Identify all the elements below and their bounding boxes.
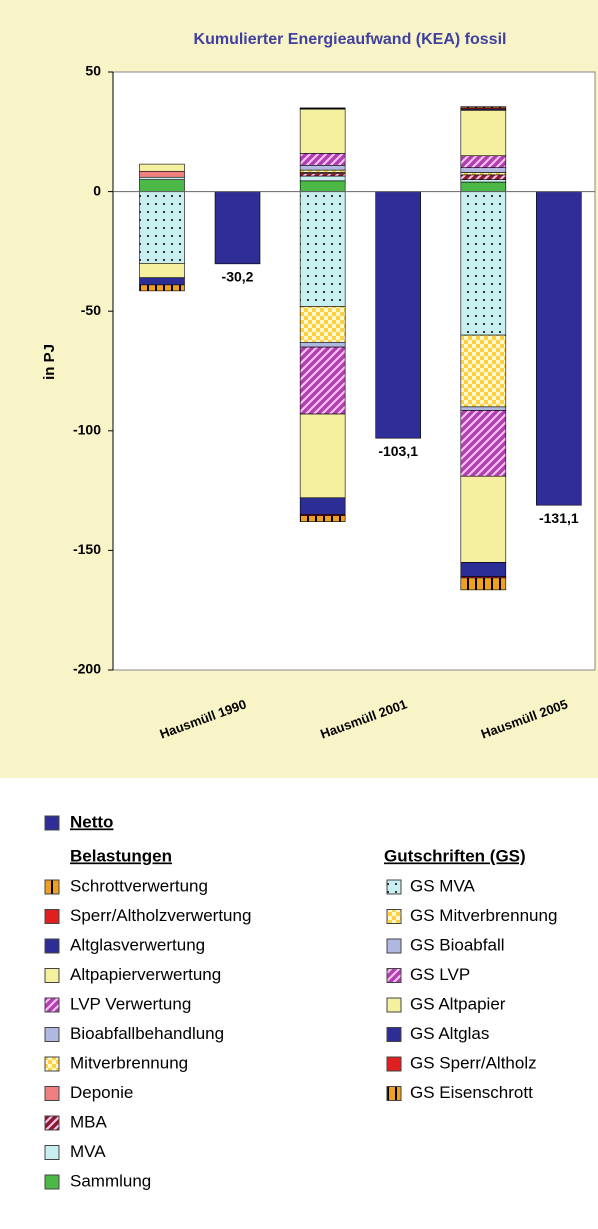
netto-value-label: -131,1	[539, 510, 579, 526]
bar-segment	[299, 306, 346, 343]
legend-label: GS Altpapier	[410, 994, 506, 1013]
bar-segment	[460, 181, 507, 192]
legend-swatch	[386, 909, 402, 924]
legend-label: LVP Verwertung	[70, 994, 191, 1013]
legend-swatch	[44, 997, 60, 1013]
legend-swatch	[44, 879, 60, 895]
chart-title: Kumulierter Energieaufwand (KEA) fossil	[194, 31, 507, 48]
bar-segment	[460, 106, 507, 109]
bar-segment	[299, 180, 346, 192]
legend-swatch	[44, 1174, 60, 1190]
legend-label: GS Bioabfall	[410, 935, 505, 954]
legend-label: Sammlung	[70, 1171, 151, 1190]
bar-segment	[460, 174, 507, 180]
legend-label: Schrottverwertung	[70, 876, 208, 895]
legend-label: Deponie	[70, 1083, 133, 1102]
y-tick-label: -100	[73, 422, 101, 438]
legend-label: MVA	[70, 1142, 106, 1161]
bar-segment	[139, 176, 185, 180]
legend-header: Belastungen	[70, 846, 172, 865]
netto-bar	[214, 191, 261, 265]
legend-swatch	[386, 938, 402, 954]
legend-swatch	[44, 1145, 60, 1160]
bar-segment	[299, 169, 346, 173]
legend-label: Altpapierverwertung	[70, 965, 221, 984]
y-tick-label: -50	[81, 302, 101, 318]
bar-segment	[460, 410, 507, 477]
bar-segment	[460, 577, 507, 591]
bar-segment	[460, 475, 507, 563]
plot-area	[112, 71, 596, 671]
legend-label: GS Mitverbrennung	[410, 906, 557, 925]
legend-swatch	[44, 909, 60, 924]
y-tick-label: -150	[73, 541, 101, 557]
y-tick-label: 0	[93, 182, 101, 198]
bar-segment	[299, 346, 346, 415]
bar-segment	[460, 172, 507, 176]
bar-segment	[139, 277, 185, 286]
legend-swatch	[44, 968, 60, 983]
bar-segment	[299, 173, 346, 177]
bar-segment	[299, 191, 346, 307]
bar-segment	[299, 175, 346, 182]
legend-label: GS LVP	[410, 965, 470, 984]
legend-label: Netto	[70, 812, 113, 831]
netto-bar	[536, 191, 582, 506]
bar-segment	[139, 284, 185, 292]
bar-segment	[139, 191, 185, 264]
bar-segment	[139, 179, 185, 192]
legend-header: Gutschriften (GS)	[384, 846, 526, 865]
y-tick-label: -200	[73, 661, 101, 677]
bar-segment	[299, 413, 346, 499]
bar-segment	[460, 562, 507, 578]
legend-swatch	[386, 968, 402, 983]
bar-segment	[139, 170, 185, 178]
bar-segment	[460, 334, 507, 408]
legend-label: Mitverbrennung	[70, 1053, 188, 1072]
bar-segment	[139, 263, 185, 279]
legend-swatch	[44, 938, 60, 954]
legend-label: Altglasverwertung	[70, 935, 205, 954]
netto-bar	[375, 191, 421, 439]
bar-segment	[460, 406, 507, 411]
bar-segment	[299, 497, 346, 515]
y-axis-label: in PJ	[41, 344, 58, 380]
legend-swatch	[386, 1056, 402, 1072]
bar-segment	[460, 155, 507, 168]
legend-swatch	[386, 1086, 402, 1101]
legend-label: Bioabfallbehandlung	[70, 1024, 224, 1043]
bar-segment	[460, 179, 507, 183]
legend-label: GS Sperr/Altholz	[410, 1053, 537, 1072]
legend-swatch	[44, 1115, 60, 1131]
legend-swatch	[44, 1086, 60, 1101]
bar-segment	[460, 109, 507, 157]
bar-segment	[299, 341, 346, 348]
legend-swatch	[44, 1056, 60, 1072]
legend-label: Sperr/Altholzverwertung	[70, 906, 251, 925]
y-tick-label: 50	[85, 63, 101, 79]
netto-value-label: -30,2	[222, 269, 254, 285]
bar-segment	[460, 167, 507, 173]
legend-label: MBA	[70, 1112, 108, 1131]
legend-label: GS Altglas	[410, 1024, 489, 1043]
bar-segment	[299, 153, 346, 166]
bar-segment	[299, 108, 346, 154]
legend-label: GS Eisenschrott	[410, 1083, 533, 1102]
legend-swatch	[44, 1027, 60, 1042]
bar-segment	[460, 191, 507, 336]
bar-segment	[299, 515, 346, 522]
legend-swatch	[44, 815, 60, 831]
bar-segment	[299, 164, 346, 171]
legend-swatch	[386, 879, 402, 895]
legend-swatch	[386, 997, 402, 1013]
legend-swatch	[386, 1027, 402, 1042]
legend-label: GS MVA	[410, 876, 476, 895]
bar-segment	[139, 163, 185, 172]
netto-value-label: -103,1	[378, 443, 418, 459]
